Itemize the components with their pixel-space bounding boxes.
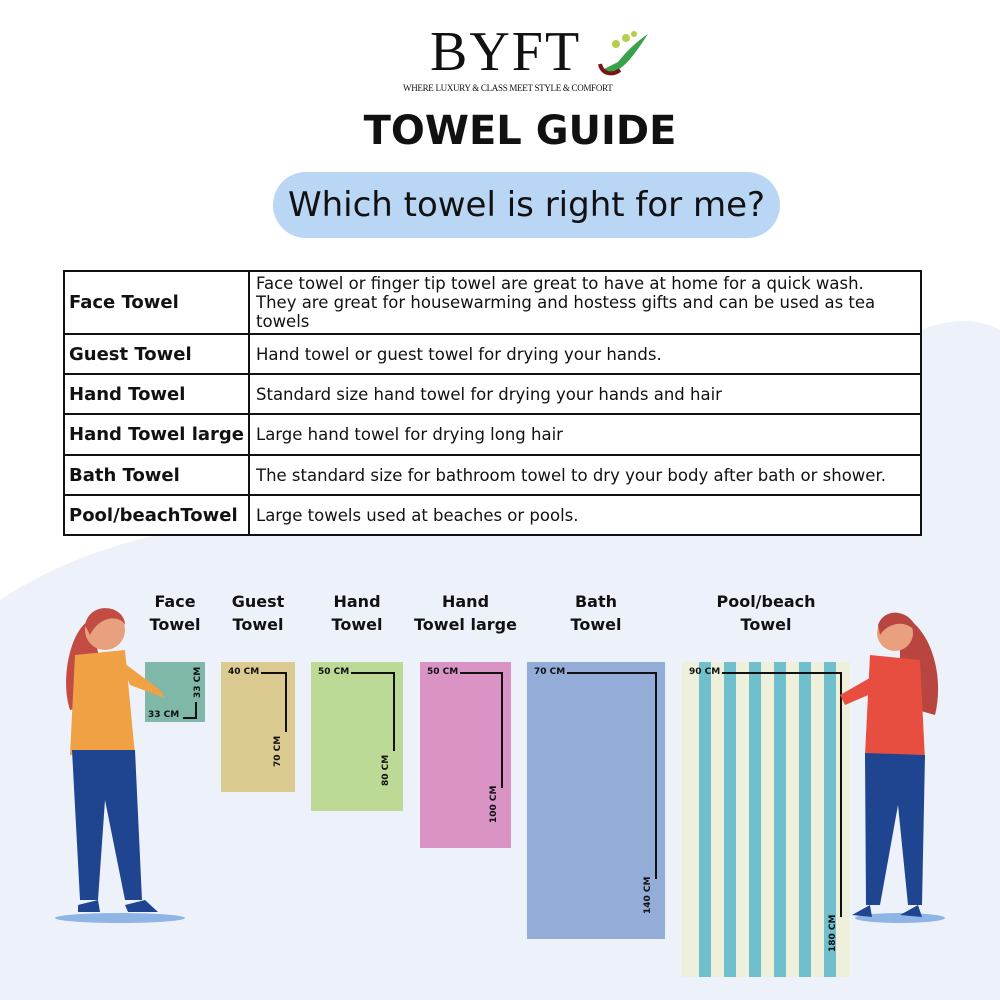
towel-label: Hand Towel large <box>396 590 536 636</box>
towel-type-cell: Guest Towel <box>63 333 250 375</box>
towel-description-cell: The standard size for bathroom towel to … <box>248 454 922 496</box>
height-label: 80 CM <box>381 754 391 786</box>
towel-type-cell: Hand Towel large <box>63 413 250 456</box>
towel-label: Face Towel <box>105 590 245 636</box>
towel-stripe <box>774 662 786 977</box>
dimension-line <box>261 672 285 674</box>
dimension-line <box>655 672 657 879</box>
towel-label: Pool/beach Towel <box>696 590 836 636</box>
towel-label-line: Pool/beach <box>716 592 816 611</box>
dimension-line <box>460 672 501 674</box>
towel-table: Face Towel Face towel or finger tip towel… <box>63 270 922 536</box>
dimension-line <box>393 672 395 751</box>
height-label: 100 CM <box>489 785 499 823</box>
dimension-line <box>195 702 197 719</box>
towel-type-cell: Hand Towel <box>63 373 250 415</box>
towel-label-line: Towel <box>740 615 792 634</box>
description-line: Face towel or finger tip towel are great… <box>256 274 864 293</box>
width-label: 70 CM <box>534 667 566 677</box>
towel-label: Guest Towel <box>188 590 328 636</box>
dimension-line <box>285 672 287 732</box>
towel-label-line: Towel <box>149 615 201 634</box>
width-label: 50 CM <box>427 667 459 677</box>
towel-label-line: Towel <box>331 615 383 634</box>
towel-stripe <box>724 662 736 977</box>
description-line: They are great for housewarming and host… <box>256 293 876 331</box>
towel-swatch <box>221 662 295 792</box>
towel-stripe <box>799 662 811 977</box>
towel-label-line: Towel <box>570 615 622 634</box>
leaf-icon <box>598 31 648 76</box>
towel-label: Hand Towel <box>287 590 427 636</box>
width-label: 33 CM <box>148 710 180 720</box>
towel-swatch <box>527 662 665 939</box>
width-label: 40 CM <box>228 667 260 677</box>
table-row: Hand Towel Standard size hand towel for d… <box>63 373 922 415</box>
towel-description-cell: Large towels used at beaches or pools. <box>248 494 922 536</box>
woman-left-illustration <box>55 608 185 923</box>
dimension-line <box>501 672 503 788</box>
towel-stripe <box>699 662 711 977</box>
towel-label-line: Hand <box>333 592 381 611</box>
dimension-line <box>183 717 197 719</box>
table-row: Pool/beachTowel Large towels used at beac… <box>63 494 922 536</box>
towel-description-cell: Hand towel or guest towel for drying you… <box>248 333 922 375</box>
table-row: Face Towel Face towel or finger tip towel… <box>63 270 922 335</box>
towel-label-line: Towel large <box>414 615 517 634</box>
brand-tagline: WHERE LUXURY & CLASS MEET STYLE & COMFOR… <box>403 83 613 93</box>
table-row: Guest Towel Hand towel or guest towel for… <box>63 333 922 375</box>
brand-logo: BYFT <box>430 21 582 83</box>
towel-description-cell: Standard size hand towel for drying your… <box>248 373 922 415</box>
towel-stripe <box>824 662 836 977</box>
description-line: The standard size for bathroom towel to … <box>256 465 886 485</box>
towel-swatch <box>311 662 403 811</box>
table-row: Hand Towel large Large hand towel for dry… <box>63 413 922 456</box>
towel-stripe <box>749 662 761 977</box>
towel-type-cell: Bath Towel <box>63 454 250 496</box>
dimension-line <box>722 672 840 674</box>
description-line: Standard size hand towel for drying your… <box>256 384 722 404</box>
dimension-line <box>351 672 393 674</box>
dimension-line <box>567 672 655 674</box>
towel-label: Bath Towel <box>526 590 666 636</box>
towel-label-line: Hand <box>441 592 490 611</box>
description-line: Large towels used at beaches or pools. <box>256 505 579 525</box>
towel-label-line: Guest <box>231 592 285 611</box>
towel-label-line: Face <box>154 592 196 611</box>
page-title: TOWEL GUIDE <box>363 108 677 154</box>
height-label: 70 CM <box>273 735 283 767</box>
woman-right-illustration <box>840 612 945 923</box>
description-line: Large hand towel for drying long hair <box>256 425 563 444</box>
towel-label-line: Towel <box>232 615 284 634</box>
width-label: 90 CM <box>689 667 721 677</box>
description-line: Hand towel or guest towel for drying you… <box>256 344 662 364</box>
towel-type-cell: Face Towel <box>63 270 250 335</box>
towel-description-cell: Large hand towel for drying long hair <box>248 413 922 456</box>
towel-label-line: Bath <box>574 592 618 611</box>
width-label: 50 CM <box>318 667 350 677</box>
towel-type-cell: Pool/beachTowel <box>63 494 250 536</box>
subtitle-banner: Which towel is right for me? <box>273 172 780 238</box>
towel-description-cell: Face towel or finger tip towel are great… <box>248 270 922 335</box>
table-row: Bath Towel The standard size for bathroom… <box>63 454 922 496</box>
dimension-line <box>840 672 842 917</box>
towel-swatch <box>682 662 850 977</box>
towel-swatch <box>420 662 511 848</box>
height-label: 140 CM <box>643 876 653 914</box>
